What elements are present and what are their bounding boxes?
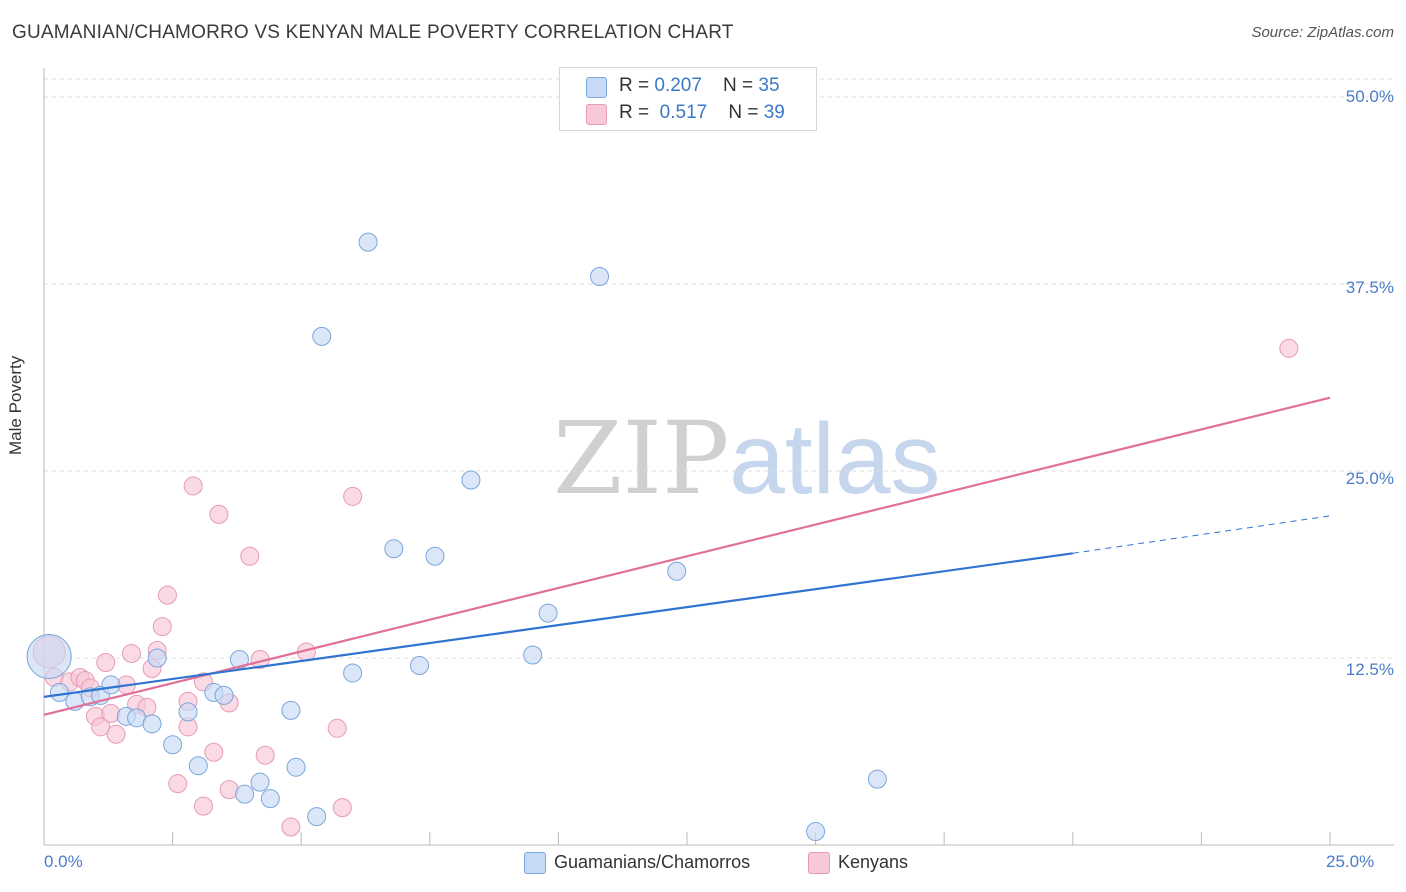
source-label: Source: ZipAtlas.com — [1251, 24, 1394, 41]
y-axis-label: Male Poverty — [6, 355, 25, 455]
guamanians-point — [49, 682, 69, 702]
kenyans-point — [327, 718, 347, 738]
guamanians-point — [178, 702, 198, 722]
guamanians-point — [312, 326, 332, 346]
watermark-atlas: atlas — [729, 403, 941, 515]
kenyans-points — [32, 338, 1299, 837]
y-tick-50: 50.0% — [1345, 87, 1394, 106]
n-value: 35 — [758, 75, 780, 96]
guamanians-point — [235, 784, 255, 804]
watermark: ZIPatlas — [553, 400, 941, 517]
blue-swatch — [586, 77, 607, 98]
legend-item-guamanians: Guamanians/Chamorros — [524, 852, 751, 875]
guamanians-point — [250, 772, 270, 792]
guamanians-point — [523, 645, 543, 665]
watermark-zip: ZIP — [553, 400, 730, 517]
guamanians-point — [286, 757, 306, 777]
kenyans-point — [204, 742, 224, 762]
legend-item-kenyans: Kenyans — [808, 852, 909, 875]
guamanians-point — [358, 232, 378, 252]
kenyans-point — [96, 652, 116, 672]
guamanians-point — [260, 789, 280, 809]
x-tick-25: 25.0% — [1326, 852, 1375, 871]
kenyans-point — [332, 798, 352, 818]
kenyans-point — [91, 717, 111, 737]
guamanians-point — [410, 655, 430, 675]
guamanians-point — [867, 769, 887, 789]
legend-label: Guamanians/Chamorros — [554, 852, 751, 872]
n-label: N = — [728, 102, 764, 123]
guamanians-points — [26, 232, 887, 842]
y-tick-37-5: 37.5% — [1345, 278, 1394, 297]
guamanians-point — [214, 685, 234, 705]
kenyans-point — [343, 486, 363, 506]
guamanians-point — [343, 663, 363, 683]
blue-swatch — [524, 852, 546, 875]
guamanians-point — [147, 648, 167, 668]
r-value: 0.517 — [659, 102, 708, 123]
legend-label: Kenyans — [838, 852, 909, 872]
kenyans-point — [168, 774, 188, 794]
pink-swatch — [586, 104, 607, 125]
guamanians-point — [229, 649, 249, 669]
r-value: 0.207 — [654, 75, 702, 96]
guamanians-point — [188, 756, 208, 776]
kenyans-point — [121, 644, 141, 664]
kenyans-point — [209, 504, 229, 524]
y-tick-12-5: 12.5% — [1345, 660, 1394, 679]
r-label: R = — [619, 102, 655, 123]
guamanians-point — [101, 675, 121, 695]
x-tick-0: 0.0% — [44, 852, 83, 871]
guamanians-point — [307, 807, 327, 827]
chart-title: GUAMANIAN/CHAMORRO VS KENYAN MALE POVERT… — [12, 22, 734, 43]
kenyans-point — [152, 617, 172, 637]
guamanians-point — [163, 735, 183, 755]
guamanians-trend-line — [43, 552, 1073, 698]
grid-lines — [44, 78, 1394, 659]
kenyans-point — [183, 476, 203, 496]
kenyans-point — [193, 796, 213, 816]
y-tick-25: 25.0% — [1345, 469, 1394, 488]
guamanians-point — [384, 539, 404, 559]
kenyans-trend-line — [43, 396, 1331, 716]
guamanians-point — [281, 700, 301, 720]
kenyans-point — [240, 546, 260, 566]
kenyans-point — [1279, 338, 1299, 358]
guamanians-point — [538, 603, 558, 623]
axes — [43, 68, 1394, 846]
guamanians-point — [425, 546, 445, 566]
guamanians-trend-extension — [1072, 515, 1331, 554]
r-label: R = — [619, 75, 655, 96]
pink-swatch — [808, 852, 830, 875]
kenyans-point — [157, 585, 177, 605]
kenyans-point — [255, 745, 275, 765]
guamanians-point — [26, 634, 72, 680]
guamanians-point — [142, 714, 162, 734]
guamanians-point — [590, 267, 610, 287]
kenyans-point — [101, 703, 121, 723]
kenyans-point — [281, 817, 301, 837]
guamanians-point — [806, 822, 826, 842]
correlation-legend: R = 0.207 N = 35 R = 0.517 N = 39 — [559, 67, 817, 131]
trend-lines — [43, 396, 1331, 716]
n-value: 39 — [763, 102, 785, 123]
kenyans-point — [106, 724, 126, 744]
n-label: N = — [723, 75, 759, 96]
guamanians-point — [461, 470, 481, 490]
guamanians-point — [667, 561, 687, 581]
